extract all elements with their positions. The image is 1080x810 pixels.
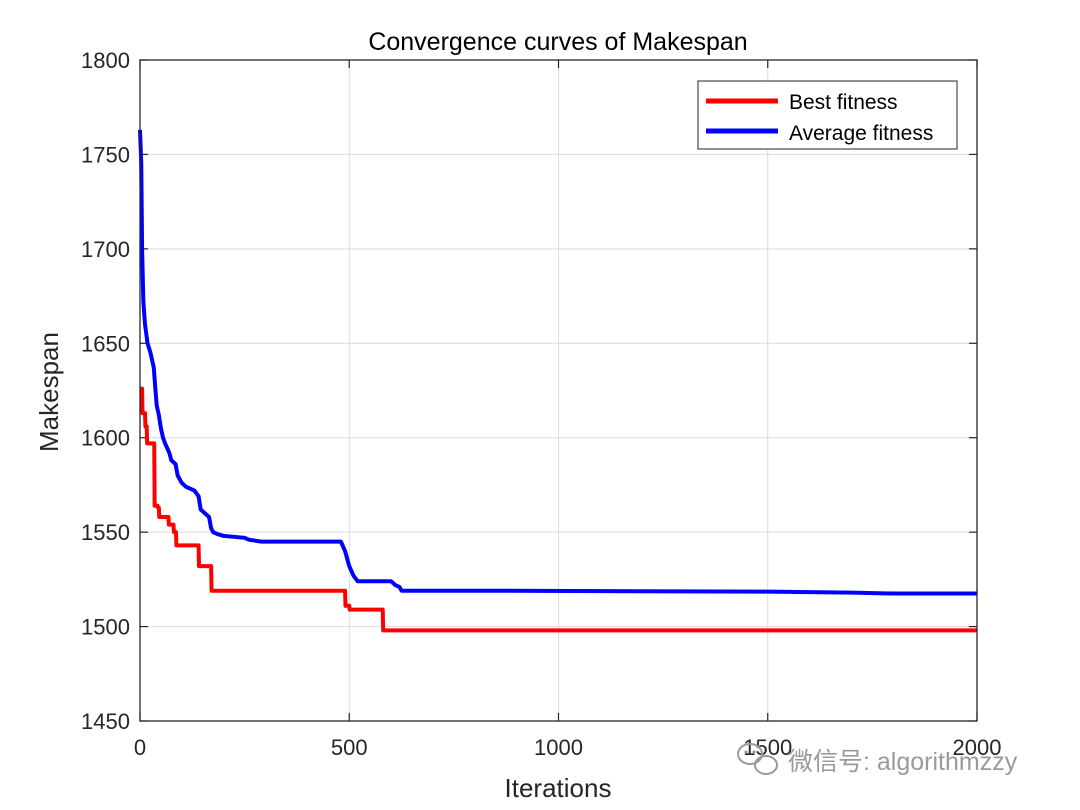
y-tick-label: 1700 — [81, 237, 130, 262]
legend: Best fitness Average fitness — [697, 80, 958, 150]
wechat-icon — [737, 743, 778, 775]
x-tick-labels: 0 500 1000 1500 2000 — [134, 735, 1002, 760]
x-tick-label: 0 — [134, 735, 146, 760]
y-tick-label: 1650 — [81, 331, 130, 356]
y-tick-label: 1500 — [81, 615, 130, 640]
y-tick-label: 1450 — [81, 709, 130, 734]
y-axis-label: Makespan — [34, 332, 64, 452]
y-tick-label: 1800 — [81, 48, 130, 73]
legend-label-best-fitness: Best fitness — [789, 91, 898, 114]
x-tick-label: 1000 — [534, 735, 583, 760]
watermark: 微信号: algorithmzzy — [737, 743, 1018, 776]
y-tick-label: 1750 — [81, 142, 130, 167]
x-axis-label: Iterations — [505, 773, 612, 803]
x-tick-label: 500 — [331, 735, 368, 760]
watermark-text: 微信号: algorithmzzy — [788, 748, 1018, 776]
series-line-best-fitness — [140, 386, 977, 633]
plot-frame — [139, 59, 978, 722]
series-layer — [138, 129, 977, 633]
series-line-average-fitness — [138, 129, 977, 596]
y-tick-label: 1600 — [81, 426, 130, 451]
legend-box — [697, 80, 958, 150]
x-tick-label: 2000 — [953, 735, 1002, 760]
y-tick-labels: 1450 1500 1550 1600 1650 1700 1750 1800 — [81, 48, 130, 734]
legend-label-average-fitness: Average fitness — [789, 122, 933, 145]
chart-title: Convergence curves of Makespan — [368, 28, 747, 56]
y-tick-label: 1550 — [81, 520, 130, 545]
